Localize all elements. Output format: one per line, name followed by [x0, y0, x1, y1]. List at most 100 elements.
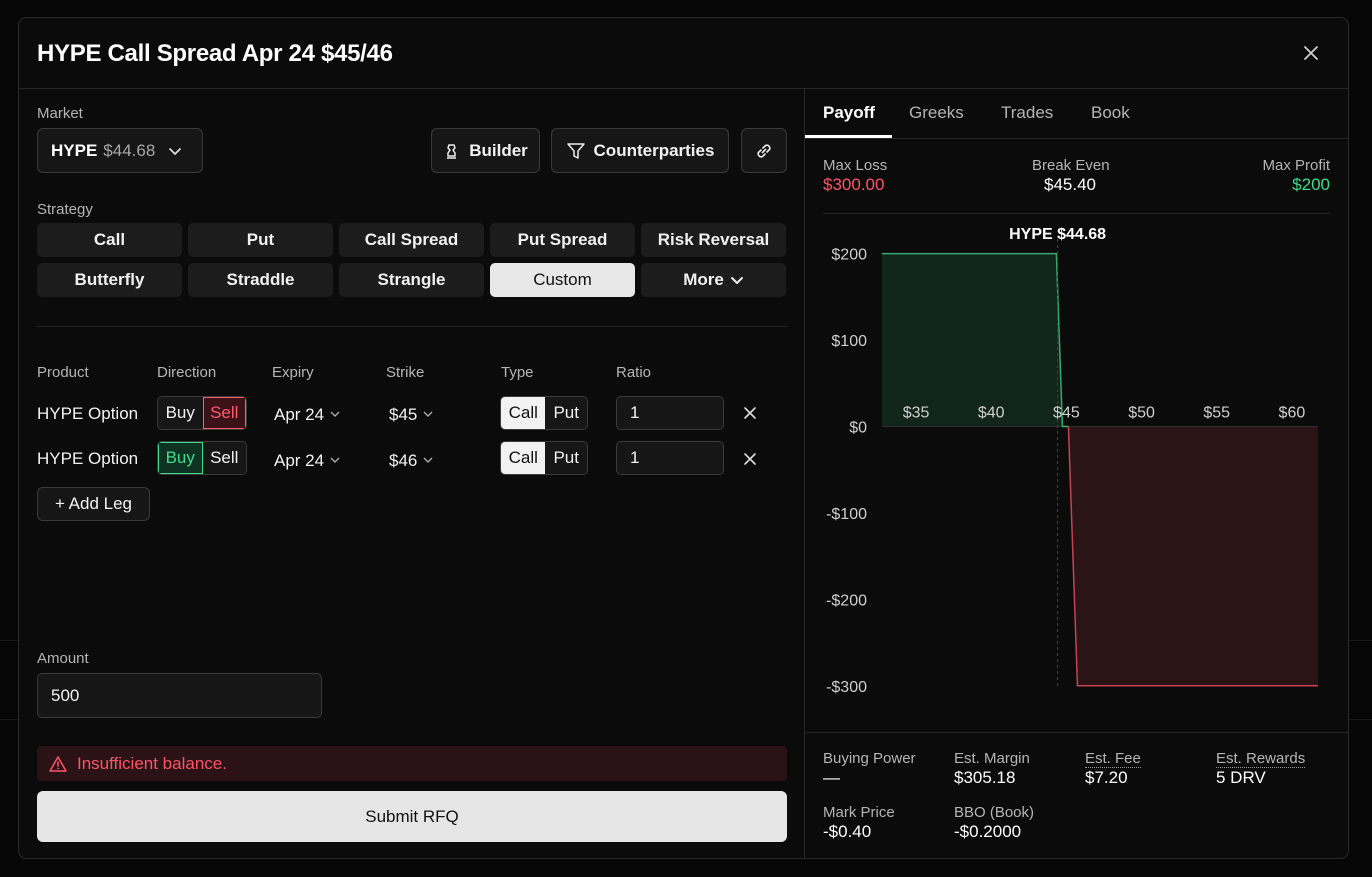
- y-tick-label: $0: [849, 419, 867, 436]
- amount-label: Amount: [37, 650, 89, 667]
- x-tick-label: $55: [1203, 404, 1230, 421]
- col-expiry: Expiry: [272, 364, 314, 381]
- expiry-select[interactable]: Apr 24: [274, 451, 341, 471]
- est-rewards-label[interactable]: Est. Rewards: [1216, 750, 1306, 768]
- tab-payoff[interactable]: Payoff: [823, 103, 875, 122]
- strategy-call[interactable]: Call: [37, 223, 182, 257]
- chevron-down-icon: [169, 147, 182, 155]
- leg-product: HYPE Option: [37, 404, 139, 423]
- x-tick-label: $35: [903, 404, 930, 421]
- market-label: Market: [37, 105, 83, 122]
- chevron-down-icon: [423, 457, 433, 463]
- strategy-strangle[interactable]: Strangle: [339, 263, 484, 297]
- chevron-down-icon: [330, 411, 340, 417]
- expiry-select[interactable]: Apr 24: [274, 405, 341, 425]
- strategy-put-spread[interactable]: Put Spread: [490, 223, 635, 257]
- footer-divider: [805, 732, 1348, 733]
- builder-button[interactable]: Builder: [431, 128, 540, 173]
- direction-toggle[interactable]: Buy Sell: [157, 441, 247, 475]
- remove-leg-icon[interactable]: [743, 406, 757, 420]
- direction-buy[interactable]: Buy: [158, 442, 203, 474]
- chevron-down-icon: [330, 457, 340, 463]
- strategy-more[interactable]: More: [641, 263, 786, 297]
- y-tick-label: $100: [831, 333, 867, 350]
- y-tick-label: -$300: [826, 679, 867, 696]
- close-icon[interactable]: [1300, 42, 1322, 64]
- rfq-modal: HYPE Call Spread Apr 24 $45/46 Market HY…: [18, 17, 1349, 859]
- panel-tabs: Payoff Greeks Trades Book: [805, 89, 1348, 139]
- chevron-down-icon: [423, 411, 433, 417]
- counterparties-label: Counterparties: [593, 140, 715, 160]
- strategy-call-spread[interactable]: Call Spread: [339, 223, 484, 257]
- ratio-input[interactable]: 1: [616, 441, 724, 475]
- ratio-input[interactable]: 1: [616, 396, 724, 430]
- strategy-straddle[interactable]: Straddle: [188, 263, 333, 297]
- type-put[interactable]: Put: [553, 403, 579, 422]
- market-select[interactable]: HYPE $44.68: [37, 128, 203, 173]
- filter-icon: [566, 142, 585, 159]
- link-icon: [757, 143, 771, 158]
- add-leg-button[interactable]: + Add Leg: [37, 487, 150, 521]
- share-link-button[interactable]: [741, 128, 787, 173]
- submit-rfq-button[interactable]: Submit RFQ: [37, 791, 787, 842]
- max-profit-value: $200: [1292, 175, 1330, 194]
- strategy-butterfly[interactable]: Butterfly: [37, 263, 182, 297]
- chess-piece-icon: [447, 143, 457, 159]
- type-toggle[interactable]: Call Put: [500, 441, 588, 475]
- strike-select[interactable]: $46: [389, 451, 434, 471]
- est-fee-value: $7.20: [1085, 768, 1128, 787]
- bbo-value: -$0.2000: [954, 822, 1022, 841]
- tab-greeks[interactable]: Greeks: [909, 103, 964, 122]
- est-margin-label: Est. Margin: [954, 750, 1030, 767]
- expiry-value: Apr 24: [274, 405, 325, 424]
- direction-toggle[interactable]: Buy Sell: [157, 396, 247, 430]
- payoff-panel: Payoff Greeks Trades Book Max Loss $300.…: [805, 89, 1348, 858]
- counterparties-button[interactable]: Counterparties: [551, 128, 729, 173]
- tab-book[interactable]: Book: [1091, 103, 1130, 122]
- strategy-risk-reversal[interactable]: Risk Reversal: [641, 223, 786, 257]
- max-profit-label: Max Profit: [1262, 157, 1330, 174]
- amount-input[interactable]: 500: [37, 673, 322, 718]
- warning-icon: [49, 755, 67, 772]
- payoff-loss-line: [1067, 426, 1318, 687]
- strategy-custom[interactable]: Custom: [490, 263, 635, 297]
- error-alert: Insufficient balance.: [37, 746, 787, 781]
- est-rewards-value: 5 DRV: [1216, 768, 1266, 787]
- market-symbol: HYPE: [51, 140, 98, 160]
- tab-trades[interactable]: Trades: [1001, 103, 1054, 122]
- stats-divider: [823, 213, 1330, 214]
- type-call[interactable]: Call: [501, 397, 546, 429]
- x-tick-label: $60: [1279, 404, 1306, 421]
- remove-leg-icon[interactable]: [743, 452, 757, 466]
- max-loss-value: $300.00: [823, 175, 885, 194]
- active-tab-indicator: [805, 135, 892, 138]
- y-tick-label: -$100: [826, 506, 867, 523]
- max-loss-label: Max Loss: [823, 157, 888, 174]
- modal-title: HYPE Call Spread Apr 24 $45/46: [37, 40, 393, 67]
- type-toggle[interactable]: Call Put: [500, 396, 588, 430]
- direction-buy[interactable]: Buy: [165, 403, 195, 422]
- buying-power-label: Buying Power: [823, 750, 916, 767]
- col-product: Product: [37, 364, 89, 381]
- col-direction: Direction: [157, 364, 217, 381]
- strike-value: $46: [389, 451, 418, 470]
- payoff-chart: HYPE $44.68 $200 $100 $0 -$100 -$200 -$300 $35 $…: [826, 226, 1318, 696]
- mark-price-label: Mark Price: [823, 804, 895, 821]
- leg-product: HYPE Option: [37, 449, 139, 468]
- break-even-value: $45.40: [1044, 175, 1096, 194]
- mark-price-value: -$0.40: [823, 822, 872, 841]
- est-fee-label[interactable]: Est. Fee: [1085, 750, 1141, 768]
- type-put[interactable]: Put: [553, 448, 579, 467]
- strike-select[interactable]: $45: [389, 405, 434, 425]
- x-tick-label: $50: [1128, 404, 1155, 421]
- direction-sell[interactable]: Sell: [210, 448, 239, 467]
- type-call[interactable]: Call: [501, 442, 546, 474]
- strategy-put[interactable]: Put: [188, 223, 333, 257]
- modal-header: HYPE Call Spread Apr 24 $45/46: [19, 18, 1348, 89]
- y-tick-label: -$200: [826, 592, 867, 609]
- section-divider: [37, 326, 787, 327]
- strategy-label: Strategy: [37, 201, 93, 218]
- col-type: Type: [501, 364, 534, 381]
- x-tick-label: $40: [978, 404, 1005, 421]
- direction-sell[interactable]: Sell: [202, 397, 246, 429]
